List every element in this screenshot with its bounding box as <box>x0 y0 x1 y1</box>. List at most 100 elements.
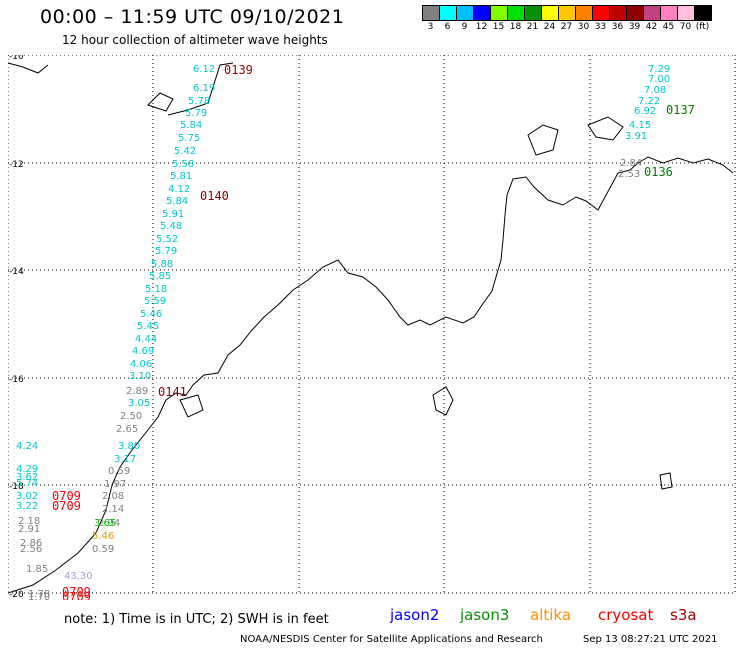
swh-value: 7.22 <box>638 96 660 107</box>
swh-value: 5.79 <box>185 108 207 119</box>
swh-value: 0.59 <box>108 466 130 477</box>
swh-value: 5.81 <box>170 171 192 182</box>
color-scale <box>422 5 712 24</box>
swh-value: 2.56 <box>20 544 42 555</box>
pass-id-label: 0709 <box>62 585 91 599</box>
footer-timestamp: Sep 13 08:27:21 UTC 2021 <box>583 634 718 645</box>
pass-id-label: 0136 <box>644 165 673 179</box>
swh-value: 5.91 <box>162 209 184 220</box>
swh-value: 6.12 <box>193 64 215 75</box>
lat-tick-label: -16 <box>9 375 24 385</box>
scale-swatch-9 <box>575 5 593 21</box>
swh-value: 0.59 <box>92 544 114 555</box>
scale-label: 39 <box>628 22 641 32</box>
scale-swatch-7 <box>541 5 559 21</box>
pass-id-label: 0709 <box>52 499 81 513</box>
swh-value: 4.44 <box>135 334 157 345</box>
swh-value: 1.78 <box>28 589 50 600</box>
swh-value: 5.85 <box>149 271 171 282</box>
scale-swatch-1 <box>439 5 457 21</box>
swh-value: 5.18 <box>145 284 167 295</box>
swh-value: 6.92 <box>634 106 656 117</box>
map-plot: 120123126129132135 -10-12-14-16-18-20 6.… <box>8 55 736 600</box>
pass-id-label: 0141 <box>158 385 187 399</box>
swh-value: 3.91 <box>625 131 647 142</box>
scale-label: 12 <box>475 22 488 32</box>
map-subtitle: 12 hour collection of altimeter wave hei… <box>62 33 328 47</box>
swh-value: 2.18 <box>18 516 40 527</box>
coastline-island-cape <box>587 116 624 141</box>
swh-value: 3.22 <box>16 501 38 512</box>
lat-tick-label: -10 <box>9 55 24 62</box>
scale-swatch-16 <box>694 5 712 21</box>
swh-value: 2.86 <box>20 538 42 549</box>
swh-value: 3.17 <box>114 454 136 465</box>
scale-label: 33 <box>594 22 607 32</box>
scale-label: 45 <box>662 22 675 32</box>
pass-id-label: 0709 <box>52 489 81 503</box>
coastline-island-west-1 <box>179 394 204 418</box>
swh-value: 5.48 <box>160 221 182 232</box>
swh-value: 3.65 <box>94 518 116 529</box>
swh-value: 5.59 <box>144 296 166 307</box>
swh-value: 7.00 <box>648 74 670 85</box>
swh-values: 6.126.195.785.795.845.755.425.585.814.12… <box>16 64 670 600</box>
swh-value: 5.46 <box>140 309 162 320</box>
coastline-island-south-1 <box>432 386 454 416</box>
scale-swatch-12 <box>626 5 644 21</box>
note-text: note: 1) Time is in UTC; 2) SWH is in fe… <box>64 612 329 627</box>
map-title: 00:00 – 11:59 UTC 09/10/2021 <box>40 6 345 28</box>
swh-value: 5.45 <box>137 321 159 332</box>
satellite-label-s3a: s3a <box>670 606 697 624</box>
swh-value: 5.84 <box>180 120 202 131</box>
swh-value: 7.08 <box>644 85 666 96</box>
scale-label: 9 <box>461 22 468 32</box>
lat-tick-label: -18 <box>9 482 24 492</box>
scale-swatch-11 <box>609 5 627 21</box>
lat-tick-label: -12 <box>9 160 24 170</box>
lat-tick-label: -20 <box>9 590 24 600</box>
swh-value: 3.02 <box>16 491 38 502</box>
swh-value: 7.29 <box>648 64 670 75</box>
scale-label: 18 <box>509 22 522 32</box>
swh-value: 2.89 <box>126 386 148 397</box>
scale-label: 3 <box>427 22 434 32</box>
coastline-timor <box>167 62 234 116</box>
swh-value: 2.14 <box>102 504 124 515</box>
coastline-island-south-2 <box>659 472 673 490</box>
scale-swatch-6 <box>524 5 542 21</box>
lat-tick-label: -14 <box>9 267 24 277</box>
swh-value: 4.29 <box>16 464 38 475</box>
swh-value: 5.88 <box>151 259 173 270</box>
scale-swatch-10 <box>592 5 610 21</box>
scale-swatch-8 <box>558 5 576 21</box>
lat-lon-grid <box>8 55 736 594</box>
pass-id-label: 0139 <box>224 63 253 77</box>
swh-value: 2.91 <box>18 524 40 535</box>
scale-swatch-2 <box>456 5 474 21</box>
footer-credit: NOAA/NESDIS Center for Satellite Applica… <box>240 634 543 645</box>
swh-value: 4.12 <box>168 184 190 195</box>
scale-label: 24 <box>543 22 556 32</box>
scale-label: 6 <box>444 22 451 32</box>
scale-swatch-0 <box>422 5 440 21</box>
scale-label: 15 <box>492 22 505 32</box>
swh-value: 1.70 <box>28 592 50 600</box>
scale-label: 27 <box>560 22 573 32</box>
scale-swatch-14 <box>660 5 678 21</box>
scale-swatch-15 <box>677 5 695 21</box>
swh-value: 5.52 <box>156 234 178 245</box>
scale-swatch-3 <box>473 5 491 21</box>
swh-value: 2.53 <box>618 169 640 180</box>
swh-value: 3.05 <box>128 398 150 409</box>
swh-value: 5.78 <box>188 96 210 107</box>
swh-value: 4.69 <box>132 346 154 357</box>
satellite-label-jason3: jason3 <box>460 606 510 624</box>
scale-swatch-13 <box>643 5 661 21</box>
scale-label: (ft) <box>695 22 710 32</box>
coastline <box>8 62 734 594</box>
scale-swatch-4 <box>490 5 508 21</box>
swh-value: 6.19 <box>193 83 215 94</box>
swh-value: 2.84 <box>620 158 642 169</box>
